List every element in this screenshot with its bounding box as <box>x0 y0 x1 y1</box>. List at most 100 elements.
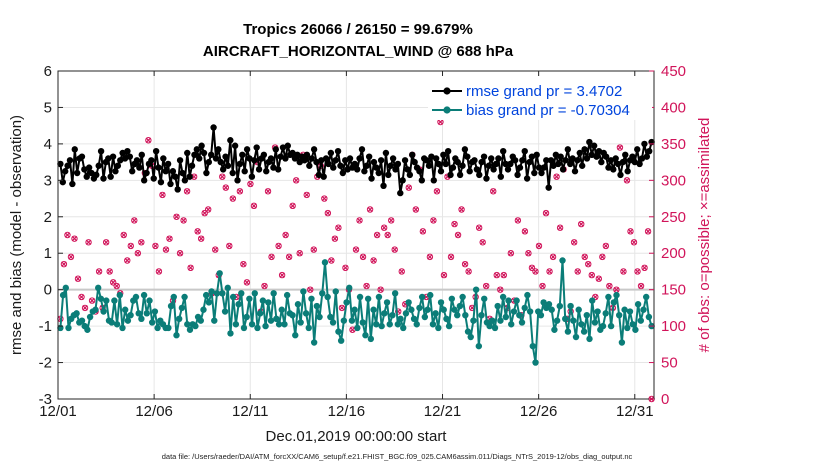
rmse-point <box>545 184 552 191</box>
bias-point <box>562 315 569 323</box>
rmse-point <box>322 155 330 162</box>
bias-point <box>78 317 86 324</box>
obs-assimilated-point <box>363 283 370 289</box>
bias-point <box>246 295 253 302</box>
obs-possible-point <box>458 206 465 213</box>
rmse-point <box>564 146 572 153</box>
rmse-point <box>526 158 533 166</box>
rmse-point <box>337 162 344 169</box>
rmse-point <box>169 168 177 175</box>
bias-point <box>413 321 420 328</box>
obs-possible-point <box>331 235 339 242</box>
obs-assimilated-point <box>462 261 468 267</box>
obs-possible-point <box>95 268 103 275</box>
bias-point <box>437 299 445 306</box>
obs-assimilated-point <box>61 261 67 267</box>
rmse-point <box>361 168 368 175</box>
obs-assimilated-point <box>557 224 563 231</box>
obs-assimilated-point <box>476 224 482 231</box>
bias-point <box>113 321 121 328</box>
bias-point <box>567 302 574 310</box>
bias-point <box>513 297 520 304</box>
y-right-tick-label: 150 <box>661 282 686 299</box>
obs-possible-point <box>454 231 462 239</box>
rmse-point <box>231 142 239 149</box>
rmse-point <box>538 169 545 177</box>
obs-possible-point <box>338 304 346 312</box>
rmse-point <box>164 160 172 168</box>
obs-assimilated-point <box>293 177 299 184</box>
rmse-point <box>423 157 430 164</box>
legend-bias-label: bias grand pr = -0.70304 <box>466 102 630 119</box>
rmse-point <box>576 149 583 157</box>
x-tick-label: 12/06 <box>135 403 173 420</box>
obs-possible-point <box>134 250 142 257</box>
rmse-point <box>162 168 169 175</box>
y-left-tick-label: -2 <box>39 355 52 372</box>
rmse-point <box>437 168 445 175</box>
obs-assimilated-point <box>627 228 634 235</box>
legend-rmse-marker <box>443 87 451 95</box>
obs-possible-point <box>64 231 71 239</box>
rmse-point <box>504 166 512 173</box>
obs-assimilated-point <box>437 119 444 125</box>
obs-possible-point <box>641 264 648 271</box>
bias-point <box>337 337 345 344</box>
rmse-point <box>306 162 313 169</box>
rmse-point <box>382 149 390 157</box>
bias-point <box>424 306 431 313</box>
rmse-point <box>143 169 150 177</box>
rmse-point <box>473 166 481 173</box>
rmse-point <box>442 160 449 168</box>
legend: rmse grand pr = 3.4702 bias grand pr = -… <box>428 76 652 120</box>
rmse-point <box>531 169 538 177</box>
bias-point <box>464 328 472 335</box>
bias-point <box>111 297 118 304</box>
bias-point <box>178 304 186 312</box>
rmse-series-layer <box>57 124 655 197</box>
bias-point <box>154 324 161 332</box>
bias-point <box>456 302 464 310</box>
rmse-point <box>339 169 347 177</box>
obs-assimilated-point <box>237 188 243 194</box>
rmse-point <box>406 171 414 179</box>
obs-possible-point <box>60 260 68 268</box>
obs-possible-point <box>391 246 398 253</box>
rmse-point <box>356 155 363 162</box>
rmse-point <box>114 162 122 169</box>
obs-possible-point <box>535 242 543 250</box>
obs-assimilated-point <box>173 214 180 220</box>
y-right-tick-label: 100 <box>661 318 686 335</box>
rmse-point <box>140 177 148 184</box>
obs-assimilated-point <box>180 217 187 224</box>
rmse-point <box>416 168 423 175</box>
obs-possible-point <box>440 271 448 279</box>
rmse-point <box>495 155 502 162</box>
obs-possible-point <box>127 242 134 250</box>
obs-possible-point <box>644 228 652 235</box>
obs-possible-point <box>570 239 578 246</box>
rmse-point <box>392 166 399 173</box>
bias-point <box>429 321 437 328</box>
bias-point <box>367 335 375 343</box>
obs-possible-point <box>243 279 251 286</box>
bias-point <box>235 301 242 308</box>
rmse-point <box>567 160 574 168</box>
right-axis-label: # of obs: o=possible; ×=assimilated <box>696 118 713 353</box>
obs-assimilated-point <box>606 283 613 289</box>
rmse-point <box>389 155 397 162</box>
obs-assimilated-point <box>381 224 387 231</box>
bias-point <box>275 321 283 328</box>
bias-point <box>645 313 653 321</box>
obs-assimilated-point <box>282 232 289 238</box>
chart-title-line1: Tropics 26066 / 26150 = 99.679% <box>243 21 473 38</box>
bias-point <box>308 295 315 302</box>
bias-point <box>572 333 580 341</box>
rmse-point <box>612 155 619 162</box>
bias-point <box>508 321 515 328</box>
rmse-point <box>480 153 488 160</box>
bias-point <box>197 317 204 324</box>
rmse-point <box>385 171 392 179</box>
left-axis-ticks: -3 -2 -1 0 1 2 3 4 5 6 <box>39 63 63 408</box>
obs-possible-point <box>324 209 332 217</box>
